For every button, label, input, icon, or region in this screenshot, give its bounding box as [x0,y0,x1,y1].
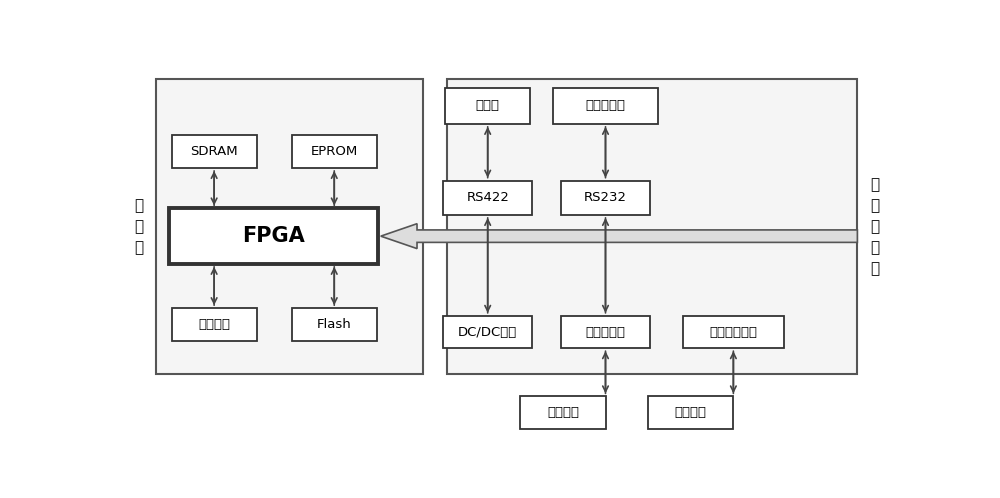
Polygon shape [381,224,857,249]
Text: 有源晶振: 有源晶振 [198,318,230,331]
Text: DC/DC模块: DC/DC模块 [458,326,517,339]
Bar [172,308,257,341]
Bar [447,79,857,374]
Bar [561,181,650,215]
Text: 接
口
扩
展
板: 接 口 扩 展 板 [871,177,880,276]
Bar [172,135,257,168]
Text: 行程开关: 行程开关 [547,406,579,419]
Bar [553,88,658,124]
Bar [445,88,530,124]
Text: SDRAM: SDRAM [190,145,238,158]
Text: 开关量测量: 开关量测量 [586,326,626,339]
Text: RS422: RS422 [466,191,509,204]
Text: 上位机指令: 上位机指令 [586,99,626,112]
Text: EPROM: EPROM [311,145,358,158]
Bar [292,135,377,168]
Text: 电机控制信号: 电机控制信号 [709,326,757,339]
Bar [292,308,377,341]
Bar [683,316,784,348]
Text: 编码器: 编码器 [476,99,500,112]
Text: 核
心
板: 核 心 板 [134,198,144,255]
Bar [169,208,378,264]
Bar [520,396,606,429]
Bar [561,316,650,348]
Text: 伺服电机: 伺服电机 [675,406,707,419]
Text: RS232: RS232 [584,191,627,204]
Bar [443,181,532,215]
Text: Flash: Flash [317,318,352,331]
Bar [156,79,423,374]
Text: FPGA: FPGA [242,226,305,246]
Bar [648,396,733,429]
Bar [443,316,532,348]
